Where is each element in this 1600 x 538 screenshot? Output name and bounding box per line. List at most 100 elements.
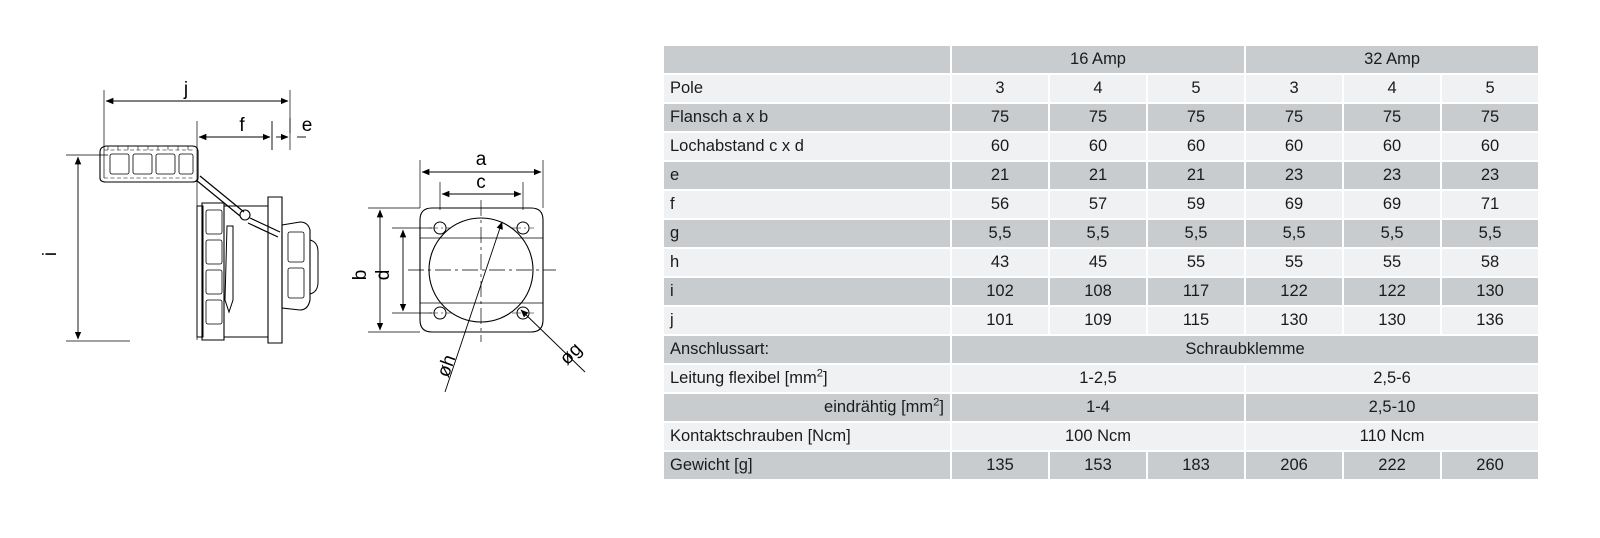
cell: 55 [1148,249,1245,276]
cell: 153 [1050,452,1146,479]
specification-table: 16 Amp 32 Amp Pole 3 4 5 3 4 5 Flansch a… [662,44,1540,481]
row-label: j [664,307,950,334]
dim-label-a: a [476,149,487,170]
cell: 58 [1442,249,1539,276]
cell: 122 [1344,278,1441,305]
cell: 75 [1050,104,1146,131]
cell-merged: 2,5-6 [1246,365,1539,392]
cell: 206 [1246,452,1343,479]
table-header-row: 16 Amp 32 Amp [664,46,1539,73]
cell: 130 [1246,307,1343,334]
dim-label-d: d [373,270,394,281]
cell: 75 [1148,104,1245,131]
cell: 130 [1344,307,1441,334]
cell-merged: 2,5-10 [1246,394,1539,421]
cell: 60 [1148,133,1245,160]
dim-label-diameter-g: øg [556,339,587,370]
cell: 5,5 [1148,220,1245,247]
cell: 69 [1246,191,1343,218]
row-label: Gewicht [g] [664,452,950,479]
cell-merged: 110 Ncm [1246,423,1539,450]
row-label: i [664,278,950,305]
cell: 57 [1050,191,1146,218]
cell: 59 [1148,191,1245,218]
cell: 60 [1050,133,1146,160]
cell-merged: 1-4 [952,394,1245,421]
row-label: Leitung flexibel [mm2] [664,365,950,392]
cell: 55 [1344,249,1441,276]
cell: 5,5 [1344,220,1441,247]
cell: 75 [1442,104,1539,131]
cell: 60 [1442,133,1539,160]
cell-merged: 100 Ncm [952,423,1245,450]
header-group-32amp: 32 Amp [1246,46,1539,73]
cell: 183 [1148,452,1245,479]
row-label: Anschlussart: [664,336,950,363]
cell: 101 [952,307,1048,334]
cell: 60 [1246,133,1343,160]
row-label: Pole [664,75,950,102]
dim-label-e: e [302,115,313,136]
cell: 135 [952,452,1048,479]
cell: 75 [1344,104,1441,131]
row-label: Kontaktschrauben [Ncm] [664,423,950,450]
dim-label-c: c [476,172,486,193]
header-corner-cell [664,46,950,73]
cell: 130 [1442,278,1539,305]
table-row: j 101 109 115 130 130 136 [664,307,1539,334]
cell: 21 [1050,162,1146,189]
cell: 23 [1344,162,1441,189]
cell: 60 [952,133,1048,160]
row-label: h [664,249,950,276]
cell: 21 [952,162,1048,189]
cell: 55 [1246,249,1343,276]
table-row-gewicht: Gewicht [g] 135 153 183 206 222 260 [664,452,1539,479]
row-label: Lochabstand c x d [664,133,950,160]
cell: 222 [1344,452,1441,479]
table-row: h 43 45 55 55 55 58 [664,249,1539,276]
cell: 108 [1050,278,1146,305]
header-group-16amp: 16 Amp [952,46,1245,73]
cell: 5 [1442,75,1539,102]
cell: 260 [1442,452,1539,479]
cell: 75 [952,104,1048,131]
table-row: e 21 21 21 23 23 23 [664,162,1539,189]
dim-label-j-side: j [183,79,188,100]
cell: 102 [952,278,1048,305]
cell: 5,5 [1246,220,1343,247]
table-row: Pole 3 4 5 3 4 5 [664,75,1539,102]
cell-merged: 1-2,5 [952,365,1245,392]
cell: 115 [1148,307,1245,334]
cell: 136 [1442,307,1539,334]
cell: 5,5 [1442,220,1539,247]
cell: 109 [1050,307,1146,334]
technical-drawing: j f e i a c b d øh øg [0,0,650,538]
cell: 56 [952,191,1048,218]
cell: 4 [1344,75,1441,102]
table-row-leitung-flexibel: Leitung flexibel [mm2] 1-2,5 2,5-6 [664,365,1539,392]
table-row: i 102 108 117 122 122 130 [664,278,1539,305]
row-label: Flansch a x b [664,104,950,131]
table-row: g 5,5 5,5 5,5 5,5 5,5 5,5 [664,220,1539,247]
dim-label-diameter-h: øh [433,352,460,380]
table-row-kontaktschrauben: Kontaktschrauben [Ncm] 100 Ncm 110 Ncm [664,423,1539,450]
cell: 43 [952,249,1048,276]
cell: 122 [1246,278,1343,305]
cell-merged: Schraubklemme [952,336,1539,363]
row-label: g [664,220,950,247]
cell: 21 [1148,162,1245,189]
table-row-anschlussart: Anschlussart: Schraubklemme [664,336,1539,363]
table-row: f 56 57 59 69 69 71 [664,191,1539,218]
cell: 23 [1246,162,1343,189]
table-row: Lochabstand c x d 60 60 60 60 60 60 [664,133,1539,160]
row-label: f [664,191,950,218]
dim-label-i: i [40,252,61,256]
cell: 3 [952,75,1048,102]
cell: 69 [1344,191,1441,218]
dim-label-b: b [350,270,371,281]
cell: 60 [1344,133,1441,160]
row-label: e [664,162,950,189]
cell: 117 [1148,278,1245,305]
table-row-eindraehtig: eindrähtig [mm2] 1-4 2,5-10 [664,394,1539,421]
